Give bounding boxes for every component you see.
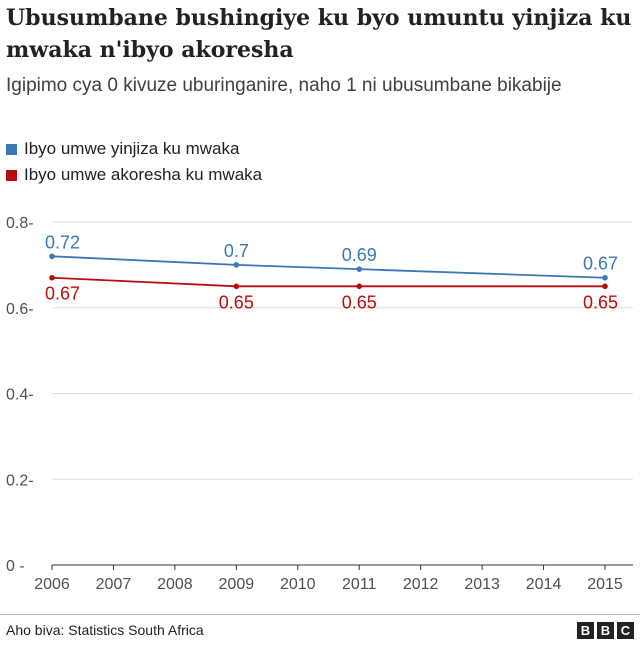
x-tick-label: 2015 — [587, 576, 623, 593]
x-tick-label: 2010 — [280, 576, 316, 593]
x-tick-label: 2012 — [403, 576, 439, 593]
data-point — [49, 274, 55, 281]
series-line-0 — [51, 255, 606, 279]
footer-divider — [0, 614, 640, 615]
bbc-logo: B B C — [577, 622, 634, 639]
x-tick-label: 2013 — [464, 576, 500, 593]
data-label: 0.7 — [224, 241, 249, 261]
legend-swatch-income — [6, 143, 17, 155]
y-tick-label: 0.2- — [6, 472, 34, 489]
y-tick-label: 0 - — [6, 558, 25, 575]
legend-label-income: Ibyo umwe yinjiza ku mwaka — [24, 139, 240, 158]
logo-letter: B — [577, 622, 594, 639]
source-note: Aho biva: Statistics South Africa — [6, 622, 204, 638]
data-label: 0.65 — [219, 292, 254, 312]
logo-letter: B — [597, 622, 614, 639]
y-tick-label: 0.8- — [6, 215, 34, 232]
data-point — [356, 266, 363, 272]
data-label: 0.67 — [45, 284, 80, 304]
data-point — [602, 274, 608, 281]
data-label: 0.65 — [583, 292, 618, 312]
data-label: 0.72 — [45, 232, 80, 252]
legend-item-income: Ibyo umwe yinjiza ku mwaka — [6, 139, 239, 159]
chart-subtitle: Igipimo cya 0 kivuze uburinganire, naho … — [6, 75, 562, 96]
x-tick-label: 2006 — [34, 576, 70, 593]
data-point — [602, 283, 608, 290]
line-chart: 0.8- 0.6- 0.4- 0.2- 0 - 2006 2007 2008 2009 2010 2… — [6, 215, 633, 593]
x-tick-label: 2009 — [219, 576, 255, 593]
chart-title: Ubusumbane bushingiye ku byo umuntu yinj… — [6, 5, 632, 63]
data-label: 0.69 — [342, 245, 377, 265]
y-tick-label: 0.6- — [6, 301, 34, 318]
x-tick-label: 2008 — [157, 576, 193, 593]
data-point — [49, 253, 55, 260]
series-line-1 — [51, 276, 605, 288]
data-label: 0.65 — [342, 292, 377, 312]
data-point — [233, 283, 240, 290]
y-tick-label: 0.4- — [6, 387, 34, 404]
data-point — [356, 283, 363, 290]
data-point — [233, 262, 240, 268]
legend-item-expenditure: Ibyo umwe akoresha ku mwaka — [6, 165, 262, 185]
x-tick-label: 2011 — [342, 576, 377, 593]
data-label: 0.67 — [583, 254, 618, 274]
legend-swatch-expenditure — [6, 169, 17, 181]
logo-letter: C — [617, 622, 634, 639]
x-tick-label: 2007 — [96, 576, 132, 593]
x-tick-label: 2014 — [526, 576, 562, 593]
legend-label-expenditure: Ibyo umwe akoresha ku mwaka — [24, 165, 263, 184]
